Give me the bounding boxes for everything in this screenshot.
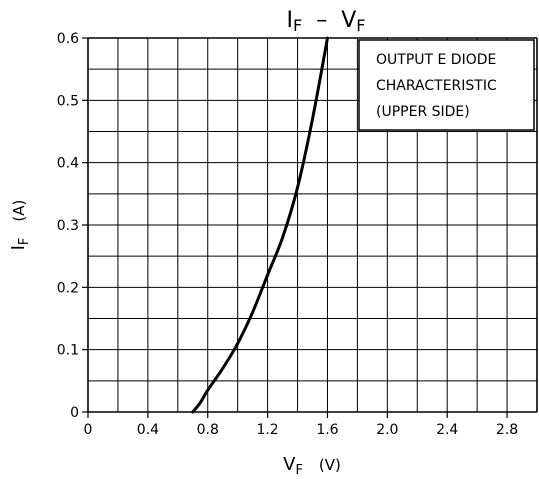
chart-title: IF – VF xyxy=(287,8,366,35)
y-tick-label: 0.2 xyxy=(57,280,79,296)
x-tick-label: 2.0 xyxy=(376,422,398,438)
annotation-line-2: CHARACTERISTIC xyxy=(376,78,497,94)
y-axis-label: IF(A) xyxy=(8,200,32,251)
y-tick-label: 0.5 xyxy=(57,93,79,109)
x-tick-label: 0.8 xyxy=(197,422,219,438)
x-tick-label: 0.4 xyxy=(137,422,159,438)
y-tick-label: 0 xyxy=(70,405,79,421)
annotation-line-1: OUTPUT E DIODE xyxy=(376,52,496,68)
y-tick-label: 0.1 xyxy=(57,343,79,359)
y-tick-label: 0.6 xyxy=(57,31,79,47)
y-tick-label: 0.3 xyxy=(57,218,79,234)
x-tick-label: 0 xyxy=(84,422,93,438)
annotation-line-3: (UPPER SIDE) xyxy=(376,104,470,120)
x-tick-label: 2.4 xyxy=(436,422,458,438)
x-tick-label: 1.6 xyxy=(316,422,338,438)
x-axis-label: VF (V) xyxy=(283,454,341,478)
x-tick-label: 2.8 xyxy=(496,422,518,438)
y-tick-label: 0.4 xyxy=(57,156,79,172)
x-tick-label: 1.2 xyxy=(256,422,278,438)
